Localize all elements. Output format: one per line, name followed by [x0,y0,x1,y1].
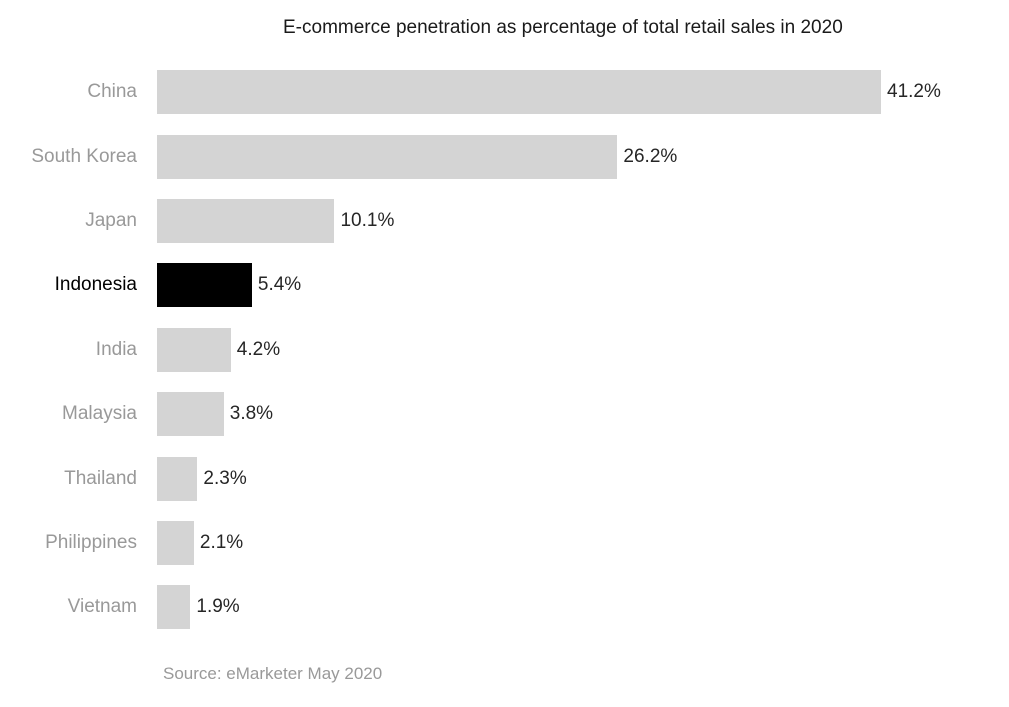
value-label: 1.9% [196,596,240,618]
bar-row: Japan 10.1% [0,189,1009,253]
bar [157,134,618,179]
value-label: 4.2% [236,338,281,360]
bar-row: Philippines 2.1% [0,511,1009,575]
category-label: Indonesia [54,274,137,296]
value-label: 3.8% [229,403,274,425]
value-label: 10.1% [340,209,395,231]
chart-title: E-commerce penetration as percentage of … [283,17,843,38]
bar-track: 2.3% [157,456,881,501]
category-label: India [95,338,137,360]
bar-track: 2.1% [157,520,881,565]
source-note: Source: eMarketer May 2020 [163,664,383,683]
category-label: Philippines [45,531,137,553]
bar-track: 4.2% [157,327,881,372]
value-label: 5.4% [257,274,302,296]
bar [157,456,198,501]
bar [157,520,194,565]
bar [157,198,335,243]
bar-track: 1.9% [157,585,881,630]
bar-row: Vietnam 1.9% [0,575,1009,639]
bar-track: 3.8% [157,392,881,437]
bar [157,392,224,437]
bar-row: India 4.2% [0,318,1009,382]
bar-row: Malaysia 3.8% [0,382,1009,446]
category-label: Japan [85,209,137,231]
bar-row: South Korea 26.2% [0,124,1009,188]
bar [157,327,231,372]
category-label: Thailand [64,467,137,489]
bar [157,263,252,308]
category-label: South Korea [31,145,137,167]
bar [157,70,881,115]
category-label: Vietnam [67,596,137,618]
category-label: Malaysia [62,403,137,425]
value-label: 41.2% [887,81,941,103]
value-label: 2.3% [203,467,247,489]
bar-track: 41.2% [157,70,941,115]
value-label: 26.2% [623,145,678,167]
category-label: China [87,81,137,103]
bar-row-highlighted: Indonesia 5.4% [0,253,1009,317]
value-label: 2.1% [199,531,244,553]
bar-track: 5.4% [157,263,881,308]
bar-rows: China 41.2% South Korea 26.2% Japan 10.1… [0,60,1009,640]
bar-row: Thailand 2.3% [0,446,1009,510]
bar-track: 26.2% [157,134,881,179]
bar-track: 10.1% [157,198,881,243]
bar [157,585,191,630]
bar-row: China 41.2% [0,60,1009,124]
